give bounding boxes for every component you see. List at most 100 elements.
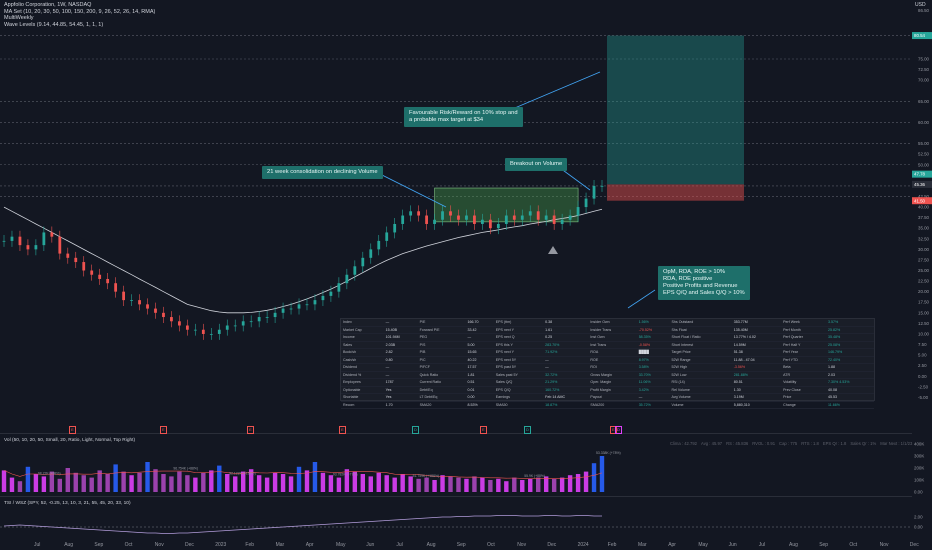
candle-body[interactable] <box>154 308 157 313</box>
volume-bar[interactable] <box>599 456 605 492</box>
volume-bar[interactable] <box>392 477 397 492</box>
candle-body[interactable] <box>265 317 269 318</box>
volume-bar[interactable] <box>320 472 326 492</box>
candle-body[interactable] <box>178 321 181 326</box>
volume-bar[interactable] <box>456 477 461 492</box>
candle-body[interactable] <box>361 257 365 267</box>
candle-body[interactable] <box>321 295 325 301</box>
candle-body[interactable] <box>289 308 293 310</box>
volume-bar[interactable] <box>129 475 134 492</box>
volume-bar[interactable] <box>400 474 405 492</box>
volume-bar[interactable] <box>344 469 350 492</box>
candle-body[interactable] <box>496 223 500 229</box>
volume-bar[interactable] <box>368 476 373 492</box>
event-flag[interactable]: D <box>615 426 622 434</box>
candle-body[interactable] <box>74 257 78 263</box>
candle-body[interactable] <box>18 236 22 246</box>
candle-body[interactable] <box>393 223 397 233</box>
candle-body[interactable] <box>170 317 173 322</box>
volume-bar[interactable] <box>416 478 421 492</box>
candle-body[interactable] <box>568 215 572 220</box>
candle-body[interactable] <box>82 262 86 271</box>
event-flag[interactable]: E <box>160 426 167 434</box>
volume-bar[interactable] <box>233 476 238 492</box>
volume-bar[interactable] <box>33 474 39 492</box>
volume-bar[interactable] <box>177 471 182 492</box>
candle-body[interactable] <box>441 211 444 220</box>
candle-body[interactable] <box>98 274 102 279</box>
candle-body[interactable] <box>337 283 341 292</box>
candle-body[interactable] <box>512 215 516 220</box>
candle-body[interactable] <box>58 236 62 254</box>
candle-body[interactable] <box>552 215 556 224</box>
volume-bar[interactable] <box>480 477 485 492</box>
volume-bar[interactable] <box>241 471 246 492</box>
volume-bar[interactable] <box>464 478 469 492</box>
volume-bar[interactable] <box>512 477 517 492</box>
event-flag[interactable]: D <box>412 426 419 434</box>
volume-bar[interactable] <box>384 475 389 492</box>
volume-bar[interactable] <box>328 475 334 492</box>
volume-bar[interactable] <box>536 477 541 492</box>
candle-body[interactable] <box>504 215 508 224</box>
volume-bar[interactable] <box>256 475 262 492</box>
candle-body[interactable] <box>449 211 452 216</box>
volume-bar[interactable] <box>1 470 7 492</box>
candle-body[interactable] <box>369 249 373 258</box>
volume-bar[interactable] <box>57 478 63 492</box>
candle-body[interactable] <box>536 211 540 220</box>
candle-body[interactable] <box>401 215 405 224</box>
candle-body[interactable] <box>122 291 125 301</box>
event-flag[interactable]: E <box>247 426 254 434</box>
volume-bar[interactable] <box>9 477 15 492</box>
candle-body[interactable] <box>273 312 277 318</box>
volume-bar[interactable] <box>360 474 365 492</box>
volume-bar[interactable] <box>89 477 94 492</box>
volume-bar[interactable] <box>97 470 102 492</box>
volume-bar[interactable] <box>496 478 501 492</box>
volume-bar[interactable] <box>280 474 286 492</box>
candle-body[interactable] <box>417 211 421 216</box>
volume-bar[interactable] <box>543 476 549 492</box>
candle-body[interactable] <box>241 321 245 326</box>
candle-body[interactable] <box>130 300 133 301</box>
candle-body[interactable] <box>249 321 253 323</box>
candle-body[interactable] <box>385 232 389 241</box>
candle-body[interactable] <box>329 291 333 296</box>
candle-body[interactable] <box>225 325 229 330</box>
event-flag[interactable]: E <box>339 426 346 434</box>
volume-bar[interactable] <box>153 469 158 492</box>
candle-body[interactable] <box>592 185 596 199</box>
candle-body[interactable] <box>520 215 524 220</box>
candle-body[interactable] <box>281 308 285 313</box>
indicator-chart[interactable]: 2.00 0.00 <box>0 497 932 539</box>
volume-bar[interactable] <box>193 477 198 492</box>
volume-bar[interactable] <box>432 480 437 492</box>
volume-bar[interactable] <box>25 466 31 492</box>
volume-pane-divider[interactable] <box>0 433 912 434</box>
candle-body[interactable] <box>600 185 604 187</box>
candle-body[interactable] <box>185 325 189 330</box>
candle-body[interactable] <box>473 215 476 224</box>
volume-bar[interactable] <box>121 471 126 492</box>
candle-body[interactable] <box>193 329 197 331</box>
candle-body[interactable] <box>345 274 349 284</box>
candle-body[interactable] <box>584 198 588 208</box>
volume-bar[interactable] <box>408 476 413 492</box>
volume-bar[interactable] <box>65 468 70 492</box>
volume-bar[interactable] <box>288 476 294 492</box>
volume-bar[interactable] <box>49 471 55 492</box>
volume-bar[interactable] <box>591 463 597 492</box>
candle-body[interactable] <box>544 215 548 220</box>
volume-chart[interactable]: 98.22K (+98%) 96.754K (+88%) 92.122K (+198… <box>0 434 932 496</box>
stop-zone[interactable] <box>607 184 744 201</box>
volume-bar[interactable] <box>440 475 445 492</box>
volume-bar[interactable] <box>472 476 477 492</box>
volume-bar[interactable] <box>248 469 254 492</box>
volume-bar[interactable] <box>424 477 429 492</box>
candle-body[interactable] <box>257 317 261 322</box>
volume-bar[interactable] <box>528 478 533 492</box>
volume-bar[interactable] <box>376 472 381 492</box>
candle-body[interactable] <box>66 253 70 258</box>
candle-body[interactable] <box>2 240 6 242</box>
